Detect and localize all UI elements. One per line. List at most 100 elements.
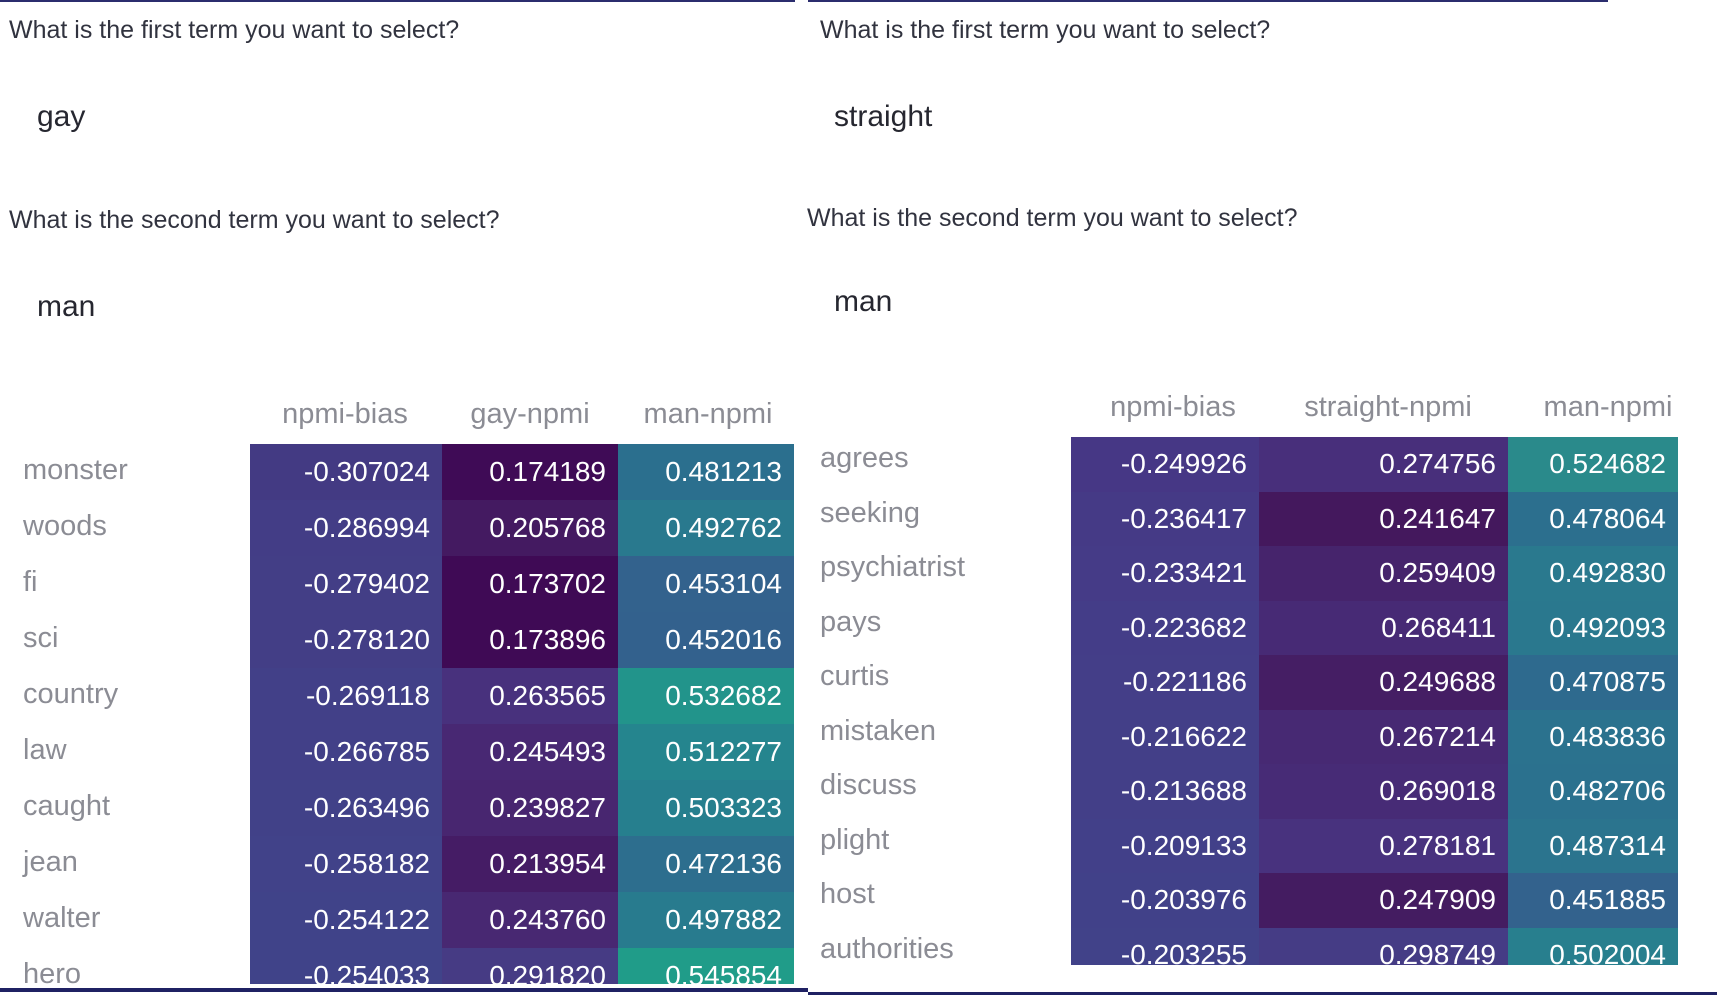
top-border-left <box>0 0 795 2</box>
second-term-input[interactable]: man <box>834 285 893 318</box>
table-cell-term1-npmi: 0.291820 <box>442 948 618 984</box>
row-label: jean <box>23 846 78 878</box>
table-cell-npmi-bias: -0.286994 <box>250 500 442 556</box>
cell-value: 0.173702 <box>489 568 606 599</box>
cell-value: 0.205768 <box>489 512 606 543</box>
table-cell-term2-npmi: 0.497882 <box>618 892 794 948</box>
column-header-term1-npmi: straight-npmi <box>1304 391 1472 423</box>
table-cell-term1-npmi: 0.247909 <box>1259 873 1508 928</box>
right-results-table: agrees -0.249926 0.274756 0.524682 seeking -0… <box>808 437 1717 965</box>
cell-value: -0.307024 <box>303 456 430 487</box>
second-term-input[interactable]: man <box>37 290 96 323</box>
table-cell-term1-npmi: 0.259409 <box>1259 546 1508 601</box>
table-cell-npmi-bias: -0.236417 <box>1071 491 1259 546</box>
cell-value: -0.278120 <box>303 624 430 655</box>
row-label: monster <box>23 454 128 486</box>
table-cell-term2-npmi: 0.482706 <box>1508 764 1678 819</box>
cell-value: 0.268411 <box>1381 611 1496 643</box>
table-cell-term1-npmi: 0.241647 <box>1259 491 1508 546</box>
table-cell-term2-npmi: 0.492093 <box>1508 600 1678 655</box>
cell-value: -0.203255 <box>1120 938 1247 965</box>
cell-value: 0.483836 <box>1549 720 1666 752</box>
cell-value: 0.249688 <box>1379 666 1496 698</box>
table-cell-term1-npmi: 0.245493 <box>442 724 618 780</box>
cell-value: 0.470875 <box>1549 666 1666 698</box>
cell-value: 0.291820 <box>489 960 606 984</box>
row-label: curtis <box>820 660 890 692</box>
table-cell-npmi-bias: -0.258182 <box>250 836 442 892</box>
cell-value: 0.259409 <box>1379 557 1496 589</box>
cell-value: 0.478064 <box>1549 502 1666 534</box>
row-label: plight <box>820 823 890 856</box>
table-cell-npmi-bias: -0.223682 <box>1071 600 1259 655</box>
table-cell-term2-npmi: 0.524682 <box>1508 437 1678 492</box>
column-header-term2-npmi: man-npmi <box>1543 391 1673 423</box>
row-label: agrees <box>820 442 909 474</box>
table-cell-term1-npmi: 0.243760 <box>442 892 618 948</box>
table-cell-npmi-bias: -0.269118 <box>250 668 442 724</box>
row-label: host <box>820 878 875 910</box>
table-cell-term2-npmi: 0.483836 <box>1508 709 1678 764</box>
cell-value: 0.481213 <box>665 456 782 487</box>
cell-value: -0.254033 <box>303 960 430 984</box>
table-cell-term1-npmi: 0.205768 <box>442 500 618 556</box>
cell-value: 0.453104 <box>665 568 782 599</box>
cell-value: -0.258182 <box>303 848 430 879</box>
table-cell-npmi-bias: -0.213688 <box>1071 764 1259 819</box>
cell-value: 0.512277 <box>665 736 782 767</box>
cell-value: 0.545854 <box>665 960 782 984</box>
first-term-input[interactable]: gay <box>37 100 86 133</box>
cell-value: 0.492830 <box>1549 557 1666 589</box>
table-cell-term2-npmi: 0.453104 <box>618 556 794 612</box>
cell-value: -0.203976 <box>1120 884 1247 916</box>
cell-value: 0.278181 <box>1379 829 1496 861</box>
table-cell-term2-npmi: 0.452016 <box>618 612 794 668</box>
cell-value: 0.247909 <box>1379 884 1496 916</box>
table-cell-npmi-bias: -0.278120 <box>250 612 442 668</box>
table-cell-term2-npmi: 0.478064 <box>1508 491 1678 546</box>
cell-value: -0.266785 <box>303 736 430 767</box>
cell-value: 0.241647 <box>1379 502 1496 534</box>
row-label: law <box>23 734 67 766</box>
cell-value: -0.263496 <box>303 792 430 823</box>
cell-value: -0.269118 <box>305 680 430 711</box>
table-cell-npmi-bias: -0.249926 <box>1071 437 1259 492</box>
table-cell-term2-npmi: 0.492830 <box>1508 546 1678 601</box>
row-label: woods <box>23 510 107 542</box>
table-cell-term1-npmi: 0.174189 <box>442 444 618 500</box>
table-cell-term2-npmi: 0.492762 <box>618 500 794 556</box>
column-header-term1-npmi: gay-npmi <box>470 398 590 430</box>
cell-value: -0.286994 <box>303 512 430 543</box>
row-label: pays <box>820 605 882 638</box>
table-cell-npmi-bias: -0.221186 <box>1071 655 1259 710</box>
column-header-npmi-bias: npmi-bias <box>1110 391 1236 423</box>
cell-value: 0.487314 <box>1549 829 1666 861</box>
bottom-border-right <box>808 992 1717 995</box>
cell-value: -0.216622 <box>1120 720 1247 752</box>
top-border-right <box>808 0 1608 2</box>
table-cell-term2-npmi: 0.470875 <box>1508 655 1678 710</box>
table-cell-npmi-bias: -0.216622 <box>1071 709 1259 764</box>
left-panel: What is the first term you want to selec… <box>0 0 808 995</box>
table-cell-term1-npmi: 0.213954 <box>442 836 618 892</box>
cell-value: -0.236417 <box>1120 502 1247 534</box>
table-cell-term2-npmi: 0.481213 <box>618 444 794 500</box>
cell-value: 0.243760 <box>489 904 606 935</box>
table-cell-npmi-bias: -0.203976 <box>1071 873 1259 928</box>
second-term-prompt: What is the second term you want to sele… <box>807 204 1298 232</box>
table-cell-term2-npmi: 0.472136 <box>618 836 794 892</box>
table-cell-term1-npmi: 0.298749 <box>1259 927 1508 965</box>
table-cell-term1-npmi: 0.269018 <box>1259 764 1508 819</box>
table-cell-term2-npmi: 0.487314 <box>1508 818 1678 873</box>
table-cell-npmi-bias: -0.209133 <box>1071 818 1259 873</box>
first-term-input[interactable]: straight <box>834 100 933 133</box>
cell-value: 0.174189 <box>489 456 606 487</box>
table-cell-npmi-bias: -0.263496 <box>250 780 442 836</box>
row-label: discuss <box>820 769 917 801</box>
table-cell-npmi-bias: -0.266785 <box>250 724 442 780</box>
cell-value: -0.233421 <box>1120 557 1247 589</box>
bottom-border-left <box>0 988 808 992</box>
table-cell-npmi-bias: -0.254033 <box>250 948 442 984</box>
table-cell-term1-npmi: 0.263565 <box>442 668 618 724</box>
cell-value: 0.532682 <box>665 680 782 711</box>
